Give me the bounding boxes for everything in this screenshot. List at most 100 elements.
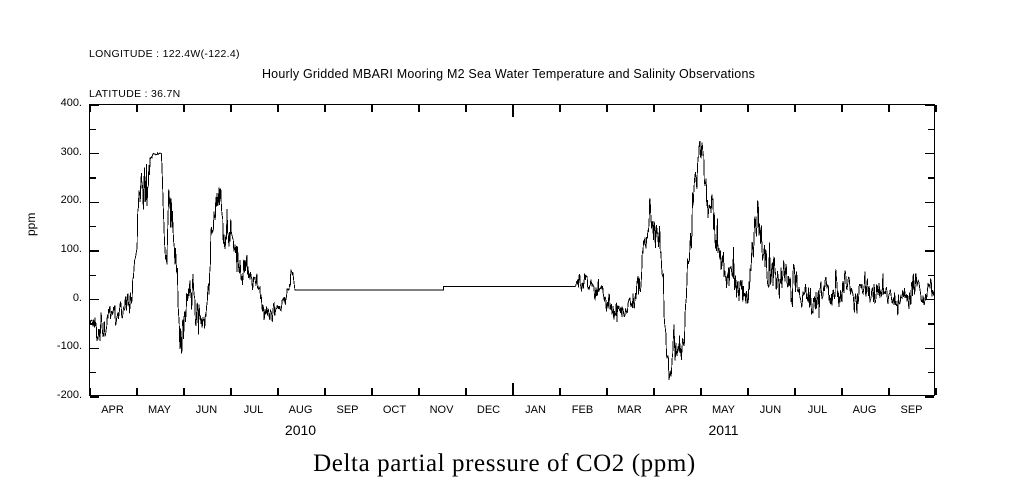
x-tick-label-apr-2010: APR [101,404,124,416]
x-tick-top-10 [559,105,561,112]
x-tick-label-may-2011: MAY [711,404,736,416]
x-year-label-2010: 2010 [284,422,317,438]
x-tick-top-11 [606,105,608,112]
x-tick-bottom-7 [418,388,420,395]
chart-title: Hourly Gridded MBARI Mooring M2 Sea Wate… [261,67,756,81]
x-tick-bottom-15 [794,388,796,395]
x-year-label-2011: 2011 [708,422,739,438]
x-tick-bottom-3 [230,388,232,395]
x-tick-bottom-5 [324,388,326,395]
x-tick-top-15 [794,105,796,112]
y-tick-left-400 [90,104,99,106]
y-tick-label-100: 100. [60,243,82,255]
series-line [90,140,934,381]
x-tick-top-9 [512,105,514,117]
x-tick-top-13 [700,105,702,112]
y-tick-left--150 [90,371,96,374]
y-tick-left-0 [90,298,99,301]
x-tick-bottom-1 [136,388,138,395]
x-tick-bottom-12 [653,388,655,395]
y-tick-right-150 [928,225,934,228]
data-trace [90,140,934,381]
x-tick-label-jun-2010: JUN [195,404,218,416]
x-tick-top-0 [89,105,91,112]
x-tick-bottom-4 [277,388,279,395]
plot-area [89,104,937,398]
y-tick-right-100 [925,250,934,252]
x-tick-label-aug-2010: AUG [288,404,313,416]
x-tick-top-12 [653,105,655,112]
y-tick-left--100 [90,347,99,350]
x-tick-top-2 [183,105,185,112]
y-tick-label-200: 200. [60,194,82,207]
x-tick-bottom-0 [89,388,91,395]
x-tick-bottom-8 [465,388,467,395]
y-tick-right-400 [925,104,934,106]
x-tick-bottom-14 [747,388,749,395]
y-tick-label-0: 0. [72,291,82,304]
x-tick-label-aug-2011: AUG [852,404,877,416]
x-tick-bottom-17 [888,388,890,395]
y-tick-left--50 [90,323,96,325]
x-tick-top-14 [747,105,749,112]
x-tick-label-mar-2011: MAR [617,404,642,416]
y-tick-left--200 [90,396,99,398]
y-tick-left-150 [90,225,96,228]
x-tick-label-may-2010: MAY [147,404,172,416]
x-tick-top-17 [888,105,890,112]
x-tick-bottom-6 [371,388,373,395]
y-tick-left-100 [90,250,99,252]
y-tick-left-200 [90,201,99,204]
figure-caption: Delta partial pressure of CO2 (ppm) [313,450,696,477]
y-tick-left-250 [90,177,96,179]
x-tick-label-nov-2010: NOV [429,404,454,416]
y-tick-right-350 [928,128,934,131]
x-tick-label-feb-2011: FEB [571,404,594,416]
y-tick-right-0 [925,298,934,301]
latitude-text: LATITUDE : 36.7N [89,88,181,101]
x-tick-label-sep-2010: SEP [336,404,359,416]
y-axis-title: ppm [24,212,38,236]
y-tick-right-250 [928,177,934,179]
x-tick-bottom-18 [935,388,937,395]
x-tick-bottom-2 [183,388,185,395]
x-tick-bottom-13 [700,388,702,395]
x-tick-label-oct-2010: OCT [382,404,407,416]
x-tick-bottom-11 [606,388,608,395]
y-tick-label--200: -200. [56,389,82,401]
x-tick-top-3 [230,105,232,112]
x-tick-label-jul-2011: JUL [807,404,828,416]
x-tick-label-apr-2011: APR [665,404,688,416]
x-tick-top-6 [371,105,373,112]
x-tick-top-16 [841,105,843,112]
x-tick-top-18 [935,105,937,112]
x-tick-bottom-9 [512,383,514,395]
longitude-text: LONGITUDE : 122.4W(-122.4) [89,48,240,61]
y-tick-left-50 [90,274,96,277]
x-tick-bottom-16 [841,388,843,395]
y-tick-label-300: 300. [60,145,82,158]
x-tick-top-1 [136,105,138,112]
y-tick-right--100 [925,347,934,350]
x-tick-bottom-10 [559,388,561,395]
x-tick-top-4 [277,105,279,112]
y-tick-label-400: 400. [60,97,82,109]
y-tick-right--200 [925,396,934,398]
y-tick-right-300 [925,152,934,155]
y-tick-right--50 [928,323,934,325]
y-tick-left-350 [90,128,96,131]
x-tick-top-7 [418,105,420,112]
y-tick-left-300 [90,152,99,155]
x-tick-top-5 [324,105,326,112]
x-tick-label-jul-2010: JUL [243,404,264,416]
y-tick-right-200 [925,201,934,204]
x-tick-label-jan-2011: JAN [525,404,546,416]
y-tick-label--100: -100. [56,340,82,353]
x-tick-label-sep-2011: SEP [900,404,923,416]
y-tick-right-50 [928,274,934,277]
x-tick-top-8 [465,105,467,112]
data-trace-container [90,105,934,395]
x-tick-label-dec-2010: DEC [476,404,501,416]
x-tick-label-jun-2011: JUN [759,404,782,416]
